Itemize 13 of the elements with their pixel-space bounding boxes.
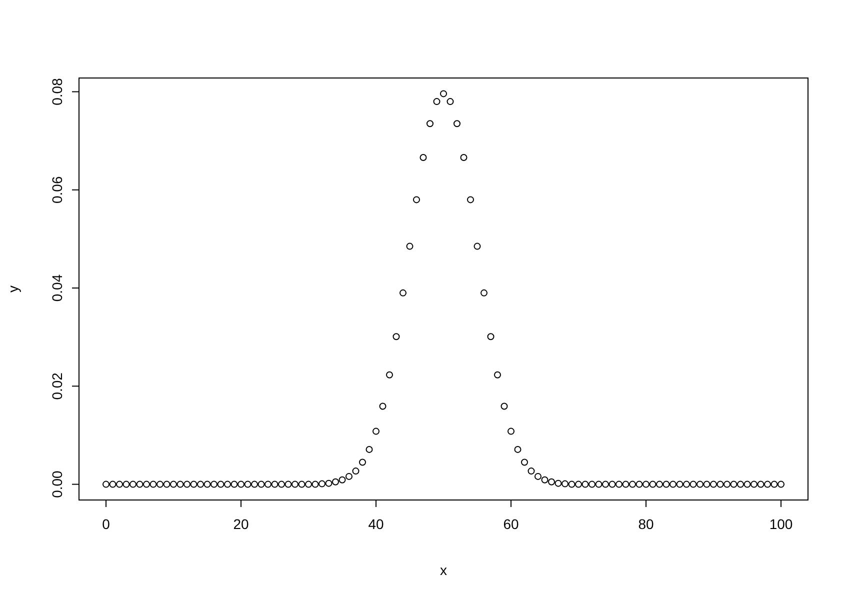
y-axis-title: y	[5, 286, 21, 292]
x-tick-label: 100	[769, 516, 793, 532]
x-tick-label: 40	[368, 516, 384, 532]
y-tick-label: 0.04	[49, 274, 65, 302]
y-tick-label: 0.08	[49, 78, 65, 106]
x-tick-label: 80	[638, 516, 654, 532]
x-tick-label: 0	[102, 516, 110, 532]
y-tick-label: 0.02	[49, 372, 65, 400]
y-tick-label: 0.06	[49, 176, 65, 204]
x-axis-title: x	[440, 562, 447, 578]
x-tick-label: 60	[503, 516, 519, 532]
x-tick-label: 20	[233, 516, 249, 532]
y-tick-label: 0.00	[49, 470, 65, 498]
